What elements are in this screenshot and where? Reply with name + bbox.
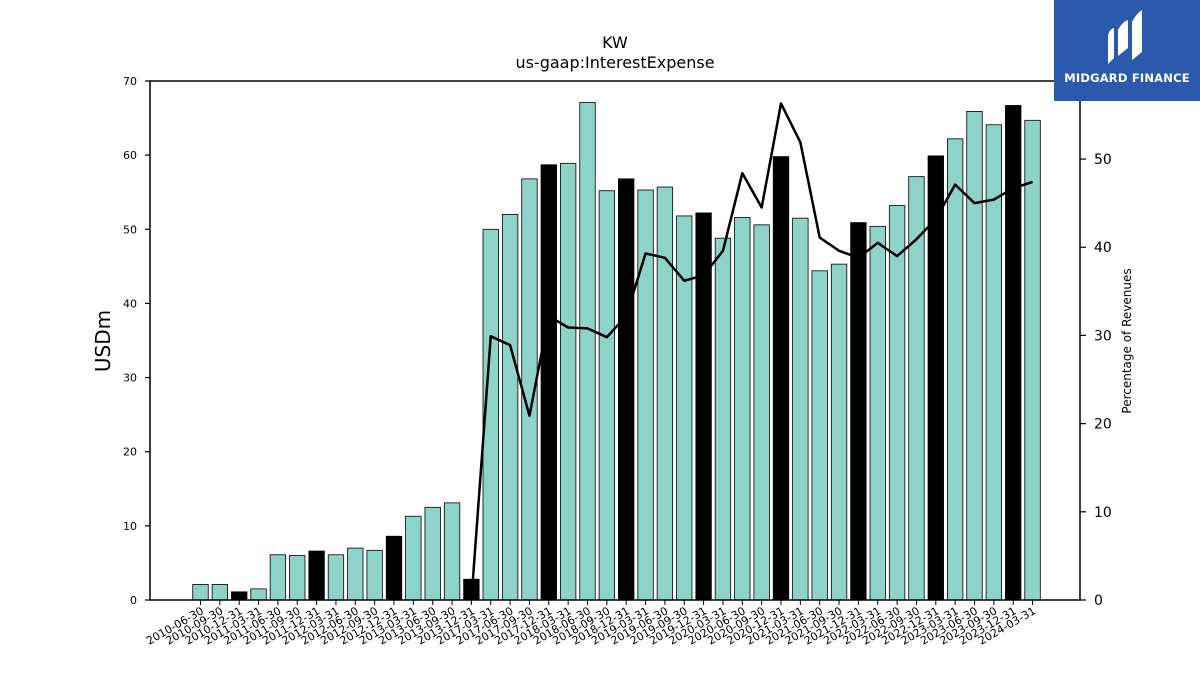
bar-2022-03-31 xyxy=(869,225,886,601)
y-tick-label: 20 xyxy=(123,446,137,459)
bar-2023-03-31 xyxy=(947,138,964,601)
y2-tick-label: 50 xyxy=(1094,152,1112,168)
y2-tick-label: 30 xyxy=(1094,328,1112,344)
left-axis: 0 10 20 30 40 50 60 70 xyxy=(123,75,150,607)
bar-2022-06-30 xyxy=(888,205,906,601)
bar-2021-12-31 xyxy=(850,222,867,601)
bar-2019-12-31 xyxy=(695,212,712,601)
y2-axis-label: Percentage of Revenues xyxy=(1120,268,1134,413)
y-tick-label: 40 xyxy=(123,297,137,310)
y-tick-label: 70 xyxy=(123,75,137,88)
y-tick-label: 10 xyxy=(123,520,137,533)
y-tick-label: 50 xyxy=(123,223,137,236)
bar-2013-03-31 xyxy=(405,515,422,601)
y-tick-label: 30 xyxy=(123,372,137,385)
chart-subtitle: us-gaap:InterestExpense xyxy=(515,53,715,72)
bar-2023-06-30 xyxy=(966,111,983,601)
bar-2020-03-31 xyxy=(714,237,732,601)
y-tick-label: 0 xyxy=(130,594,137,607)
bar-2018-06-30 xyxy=(579,102,596,601)
bar-2017-06-30 xyxy=(501,214,519,601)
bar-2010-06-30 xyxy=(192,584,209,601)
plot-frame xyxy=(149,80,1081,601)
bar-2020-06-30 xyxy=(734,217,751,601)
chart-title: KW xyxy=(602,33,628,52)
bar-2010-12-31 xyxy=(231,591,248,601)
bar-2022-12-31 xyxy=(927,155,944,601)
line-series-percentage xyxy=(470,102,1033,601)
y2-tick-label: 0 xyxy=(1094,593,1103,609)
bar-2013-09-30 xyxy=(443,502,461,601)
bar-2012-06-30 xyxy=(347,547,364,601)
bar-2020-09-30 xyxy=(753,224,770,601)
bar-2018-12-31 xyxy=(618,178,635,601)
bar-2021-06-30 xyxy=(811,270,828,601)
bar-2012-12-31 xyxy=(385,535,403,601)
bar-2019-06-30 xyxy=(656,186,674,601)
bar-2012-03-31 xyxy=(327,554,345,601)
y2-tick-label: 20 xyxy=(1094,417,1112,433)
bar-2024-03-31 xyxy=(1024,119,1041,601)
y2-tick-label: 40 xyxy=(1094,240,1112,256)
bar-2021-03-31 xyxy=(792,217,809,601)
bar-series xyxy=(192,102,1041,601)
bar-2018-03-31 xyxy=(560,162,577,601)
bar-2023-12-31 xyxy=(1005,105,1022,601)
bar-2013-06-30 xyxy=(424,506,441,601)
logo-mark-icon xyxy=(1108,10,1142,64)
bar-2019-03-31 xyxy=(637,189,654,601)
bar-2011-03-31 xyxy=(250,588,267,601)
bar-2011-12-31 xyxy=(308,550,325,601)
right-axis: 0 10 20 30 40 50 xyxy=(1080,152,1112,609)
bar-2020-12-31 xyxy=(772,156,790,601)
bar-2017-12-31 xyxy=(540,164,557,601)
x-axis: 2010-06-302010-09-302010-12-312011-03-31… xyxy=(144,600,1038,648)
bar-2010-09-30 xyxy=(211,584,229,601)
bar-2011-06-30 xyxy=(269,554,287,601)
bar-2021-09-30 xyxy=(830,263,848,601)
y2-tick-label: 10 xyxy=(1094,505,1112,521)
brand-logo: MIDGARD FINANCE xyxy=(1054,0,1200,101)
logo-text: MIDGARD FINANCE xyxy=(1064,71,1190,85)
bar-2012-09-30 xyxy=(366,549,383,601)
bar-2011-09-30 xyxy=(289,555,306,601)
bar-2018-09-30 xyxy=(598,190,615,601)
y-axis-label: USDm xyxy=(91,310,115,372)
y-tick-label: 60 xyxy=(123,149,137,162)
